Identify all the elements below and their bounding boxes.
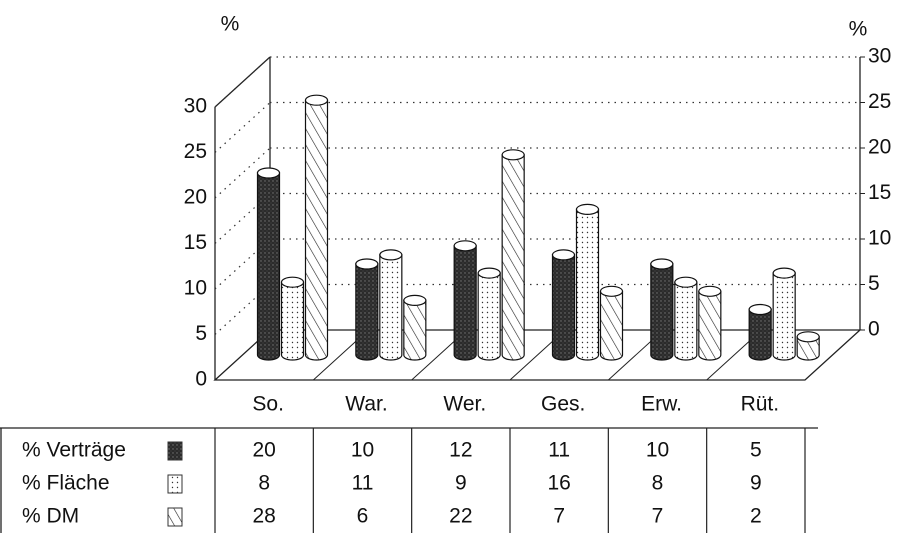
bar: [674, 281, 698, 361]
x-tick-label: Rüt.: [741, 393, 780, 416]
table-cell: 10: [646, 439, 669, 462]
bar-top: [796, 331, 820, 343]
x-tick-label: Wer.: [443, 393, 486, 416]
legend-label: % Verträge: [22, 439, 126, 462]
bar-top: [453, 240, 477, 252]
y2-tick-label: 20: [868, 136, 891, 159]
y2-tick-label: 25: [868, 90, 891, 113]
bar: [355, 263, 379, 361]
bar-top: [575, 203, 600, 215]
table-cell: 9: [455, 472, 467, 495]
bar-top: [698, 285, 722, 297]
bar-top: [748, 303, 772, 316]
bar-top: [355, 258, 379, 270]
bar: [748, 308, 772, 361]
bar: [698, 290, 722, 361]
bar-top: [551, 249, 576, 261]
bar: [280, 281, 305, 361]
legend-swatch: [167, 507, 183, 527]
x-tick-label: Ges.: [541, 393, 585, 416]
table-cell: 9: [750, 472, 762, 495]
y2-tick-label: 10: [868, 227, 891, 250]
table-cell: 8: [258, 472, 270, 495]
bar-top: [403, 294, 427, 306]
y-tick-label: 0: [195, 368, 207, 391]
bar: [256, 172, 281, 361]
table-cell: 7: [652, 505, 664, 528]
legend-label: % DM: [22, 505, 79, 528]
table-cell: 20: [252, 439, 275, 462]
bar-top: [256, 167, 281, 179]
bar: [304, 99, 329, 361]
y2-tick-label: 5: [868, 272, 880, 295]
y2-tick-label: 30: [868, 45, 891, 68]
bar-top: [379, 249, 403, 261]
table-cell: 12: [449, 439, 472, 462]
bar: [772, 272, 796, 361]
legend-label: % Fläche: [22, 472, 110, 495]
legend-swatch: [167, 474, 183, 494]
bar: [575, 208, 600, 361]
x-tick-label: War.: [345, 393, 387, 416]
bar-top: [501, 149, 525, 161]
bar-top: [477, 267, 501, 279]
table-cell: 16: [547, 472, 570, 495]
bar-top: [599, 285, 624, 297]
y-tick-label: 25: [184, 140, 207, 163]
table-cell: 28: [252, 505, 275, 528]
table-cell: 22: [449, 505, 472, 528]
y-tick-label: 15: [184, 231, 207, 254]
table-cell: 8: [652, 472, 664, 495]
x-tick-label: Erw.: [641, 393, 682, 416]
table-cell: 11: [352, 472, 374, 495]
bar-top: [674, 276, 698, 288]
table-cell: 10: [351, 439, 374, 462]
bar-top: [772, 267, 796, 279]
table-cell: 7: [553, 505, 565, 528]
y-tick-label: 20: [184, 186, 207, 209]
bar: [477, 272, 501, 361]
y-tick-label: 10: [184, 277, 207, 300]
grid-line: [214, 102, 271, 153]
bar: [501, 154, 525, 361]
bar: [551, 254, 576, 361]
table-cell: 5: [750, 439, 762, 462]
y-tick-label: 5: [195, 322, 207, 345]
y2-tick-label: 0: [868, 318, 880, 341]
table-cell: 11: [548, 439, 570, 462]
side-wall-edge: [214, 56, 271, 108]
y-tick-label: 30: [184, 95, 207, 118]
bar: [796, 336, 820, 361]
bar-top: [650, 258, 674, 270]
bar: [403, 299, 427, 361]
table-cell: 2: [750, 505, 762, 528]
x-tick-label: So.: [252, 393, 284, 416]
bar-top: [304, 94, 329, 106]
legend-swatch: [167, 441, 183, 461]
bar: [599, 290, 624, 361]
bar-top: [280, 276, 305, 288]
bar: [379, 254, 403, 361]
table-cell: 6: [357, 505, 369, 528]
bar: [453, 245, 477, 361]
y-axis-label: %: [221, 13, 240, 36]
y2-axis-label: %: [849, 18, 868, 41]
y2-tick-label: 15: [868, 181, 891, 204]
bar: [650, 263, 674, 361]
